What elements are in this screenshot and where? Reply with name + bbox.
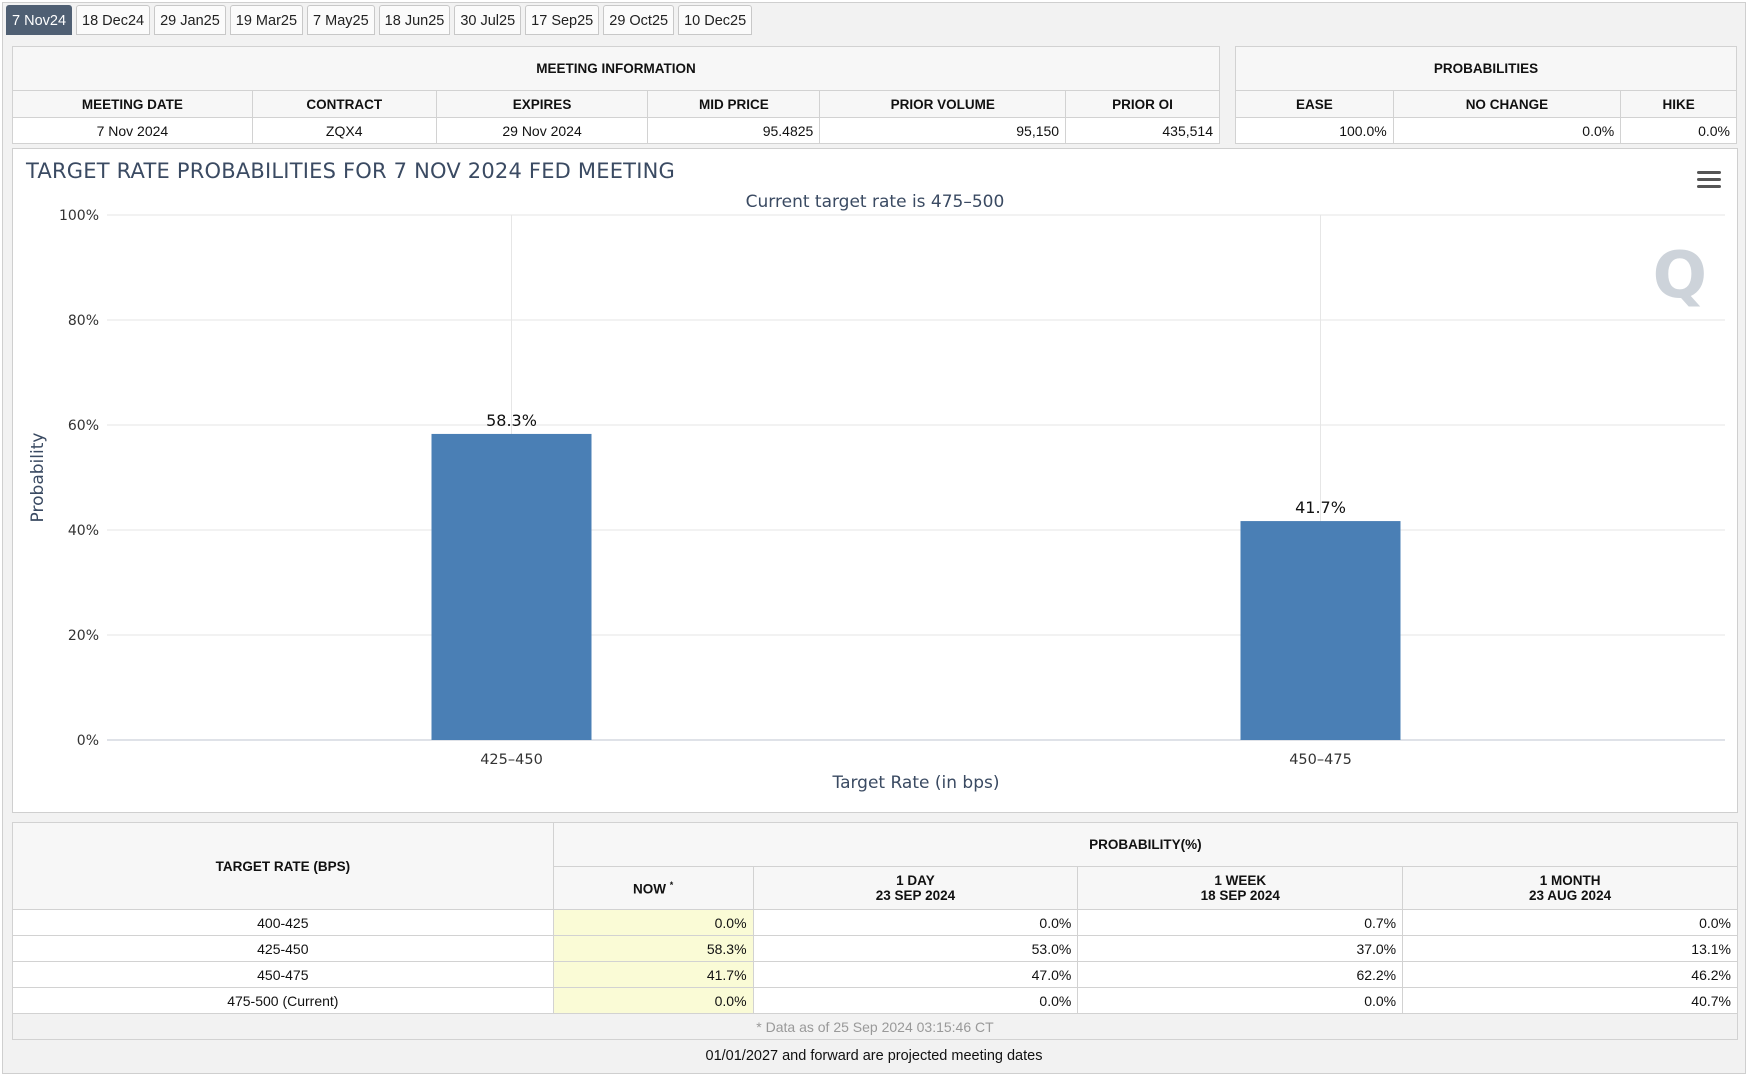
meeting-tabs: 7 Nov24 18 Dec24 29 Jan25 19 Mar25 7 May… (6, 5, 753, 35)
table-row: 425-450 58.3% 53.0% 37.0% 13.1% (12, 935, 1738, 962)
now-cell: 58.3% (552, 935, 754, 962)
meeting-info-table: MEETING INFORMATION MEETING DATE CONTRAC… (12, 46, 1220, 144)
mid-price-value: 95.4825 (647, 117, 821, 144)
header-expires: EXPIRES (435, 90, 649, 118)
tab-7-may25[interactable]: 7 May25 (307, 5, 375, 35)
tab-18-dec24[interactable]: 18 Dec24 (76, 5, 151, 35)
header-no-change: NO CHANGE (1392, 90, 1622, 118)
header-probability-group: PROBABILITY(%) (552, 822, 1739, 867)
one-day-cell: 0.0% (752, 909, 1079, 936)
chart-title: TARGET RATE PROBABILITIES FOR 7 NOV 2024… (26, 159, 675, 183)
header-now: NOW * (552, 866, 754, 910)
one-week-cell: 0.0% (1077, 987, 1404, 1014)
one-month-cell: 13.1% (1402, 935, 1738, 962)
probabilities-table: PROBABILITIES EASE NO CHANGE HIKE 100.0%… (1235, 46, 1737, 144)
data-label: 58.3% (486, 411, 537, 430)
y-axis-title: Probability (28, 433, 48, 523)
table-row: 400-425 0.0% 0.0% 0.7% 0.0% (12, 909, 1738, 936)
y-tick-label: 60% (68, 418, 99, 434)
one-week-cell: 62.2% (1077, 961, 1404, 988)
x-tick-label: 425–450 (480, 752, 543, 768)
one-month-cell: 46.2% (1402, 961, 1738, 988)
bar-425–450 (431, 433, 592, 740)
rate-cell: 450-475 (12, 961, 554, 988)
one-month-cell: 40.7% (1402, 987, 1738, 1014)
data-label: 41.7% (1295, 498, 1346, 517)
header-target-rate: TARGET RATE (BPS) (12, 822, 554, 910)
one-week-cell: 0.7% (1077, 909, 1404, 936)
one-month-cell: 0.0% (1402, 909, 1738, 936)
tab-29-oct25[interactable]: 29 Oct25 (603, 5, 675, 35)
header-ease: EASE (1235, 90, 1394, 118)
tab-7-nov24[interactable]: 7 Nov24 (6, 5, 73, 35)
tab-18-jun25[interactable]: 18 Jun25 (378, 5, 451, 35)
chart-menu-icon[interactable] (1697, 171, 1721, 191)
header-prior-oi: PRIOR OI (1065, 90, 1220, 118)
now-cell: 0.0% (552, 909, 754, 936)
ease-value: 100.0% (1235, 117, 1394, 144)
header-1-day: 1 DAY 23 SEP 2024 (752, 866, 1079, 910)
contract-value: ZQX4 (251, 117, 437, 144)
y-tick-label: 40% (68, 523, 99, 539)
prior-volume-value: 95,150 (819, 117, 1067, 144)
tab-10-dec25[interactable]: 10 Dec25 (678, 5, 753, 35)
quikstrike-logo: Q (1652, 239, 1707, 313)
one-day-cell: 47.0% (752, 961, 1079, 988)
x-tick-label: 450–475 (1289, 752, 1352, 768)
meeting-date-value: 7 Nov 2024 (12, 117, 253, 144)
now-cell: 0.0% (552, 987, 754, 1014)
tab-30-jul25[interactable]: 30 Jul25 (454, 5, 522, 35)
header-1-week: 1 WEEK 18 SEP 2024 (1077, 866, 1404, 910)
one-week-cell: 37.0% (1077, 935, 1404, 962)
projected-dates-note: 01/01/2027 and forward are projected mee… (705, 1048, 1043, 1064)
one-day-cell: 0.0% (752, 987, 1079, 1014)
tab-17-sep25[interactable]: 17 Sep25 (525, 5, 600, 35)
y-tick-label: 100% (59, 208, 99, 224)
data-as-of-note: * Data as of 25 Sep 2024 03:15:46 CT (12, 1013, 1738, 1040)
y-tick-label: 20% (68, 628, 99, 644)
probabilities-title: PROBABILITIES (1235, 46, 1737, 91)
table-row: 475-500 (Current) 0.0% 0.0% 0.0% 40.7% (12, 987, 1738, 1014)
header-hike: HIKE (1620, 90, 1737, 118)
y-tick-label: 0% (77, 733, 99, 749)
header-prior-volume: PRIOR VOLUME (819, 90, 1067, 118)
header-contract: CONTRACT (251, 90, 437, 118)
rate-cell: 400-425 (12, 909, 554, 936)
rate-cell: 425-450 (12, 935, 554, 962)
tab-19-mar25[interactable]: 19 Mar25 (229, 5, 304, 35)
chart-subtitle: Current target rate is 475–500 (745, 192, 1005, 212)
rate-cell: 475-500 (Current) (12, 987, 554, 1014)
target-rate-chart: TARGET RATE PROBABILITIES FOR 7 NOV 2024… (12, 148, 1738, 813)
table-row: 450-475 41.7% 47.0% 62.2% 46.2% (12, 961, 1738, 988)
no-change-value: 0.0% (1392, 117, 1622, 144)
header-meeting-date: MEETING DATE (12, 90, 253, 118)
meeting-info-title: MEETING INFORMATION (12, 46, 1220, 91)
prior-oi-value: 435,514 (1065, 117, 1220, 144)
tab-29-jan25[interactable]: 29 Jan25 (154, 5, 226, 35)
header-1-month: 1 MONTH 23 AUG 2024 (1402, 866, 1738, 910)
chart-plot: 0% 20% 40% 60% 80% 100% 58.3% 425–450 41.7% 450–4… (28, 208, 1725, 793)
y-tick-label: 80% (68, 313, 99, 329)
hike-value: 0.0% (1620, 117, 1737, 144)
one-day-cell: 53.0% (752, 935, 1079, 962)
expires-value: 29 Nov 2024 (435, 117, 649, 144)
header-mid-price: MID PRICE (647, 90, 821, 118)
bar-450–475 (1240, 521, 1401, 740)
x-axis-title: Target Rate (in bps) (832, 773, 1000, 793)
probability-history-table: TARGET RATE (BPS) PROBABILITY(%) NOW * 1… (12, 822, 1739, 1040)
now-cell: 41.7% (552, 961, 754, 988)
